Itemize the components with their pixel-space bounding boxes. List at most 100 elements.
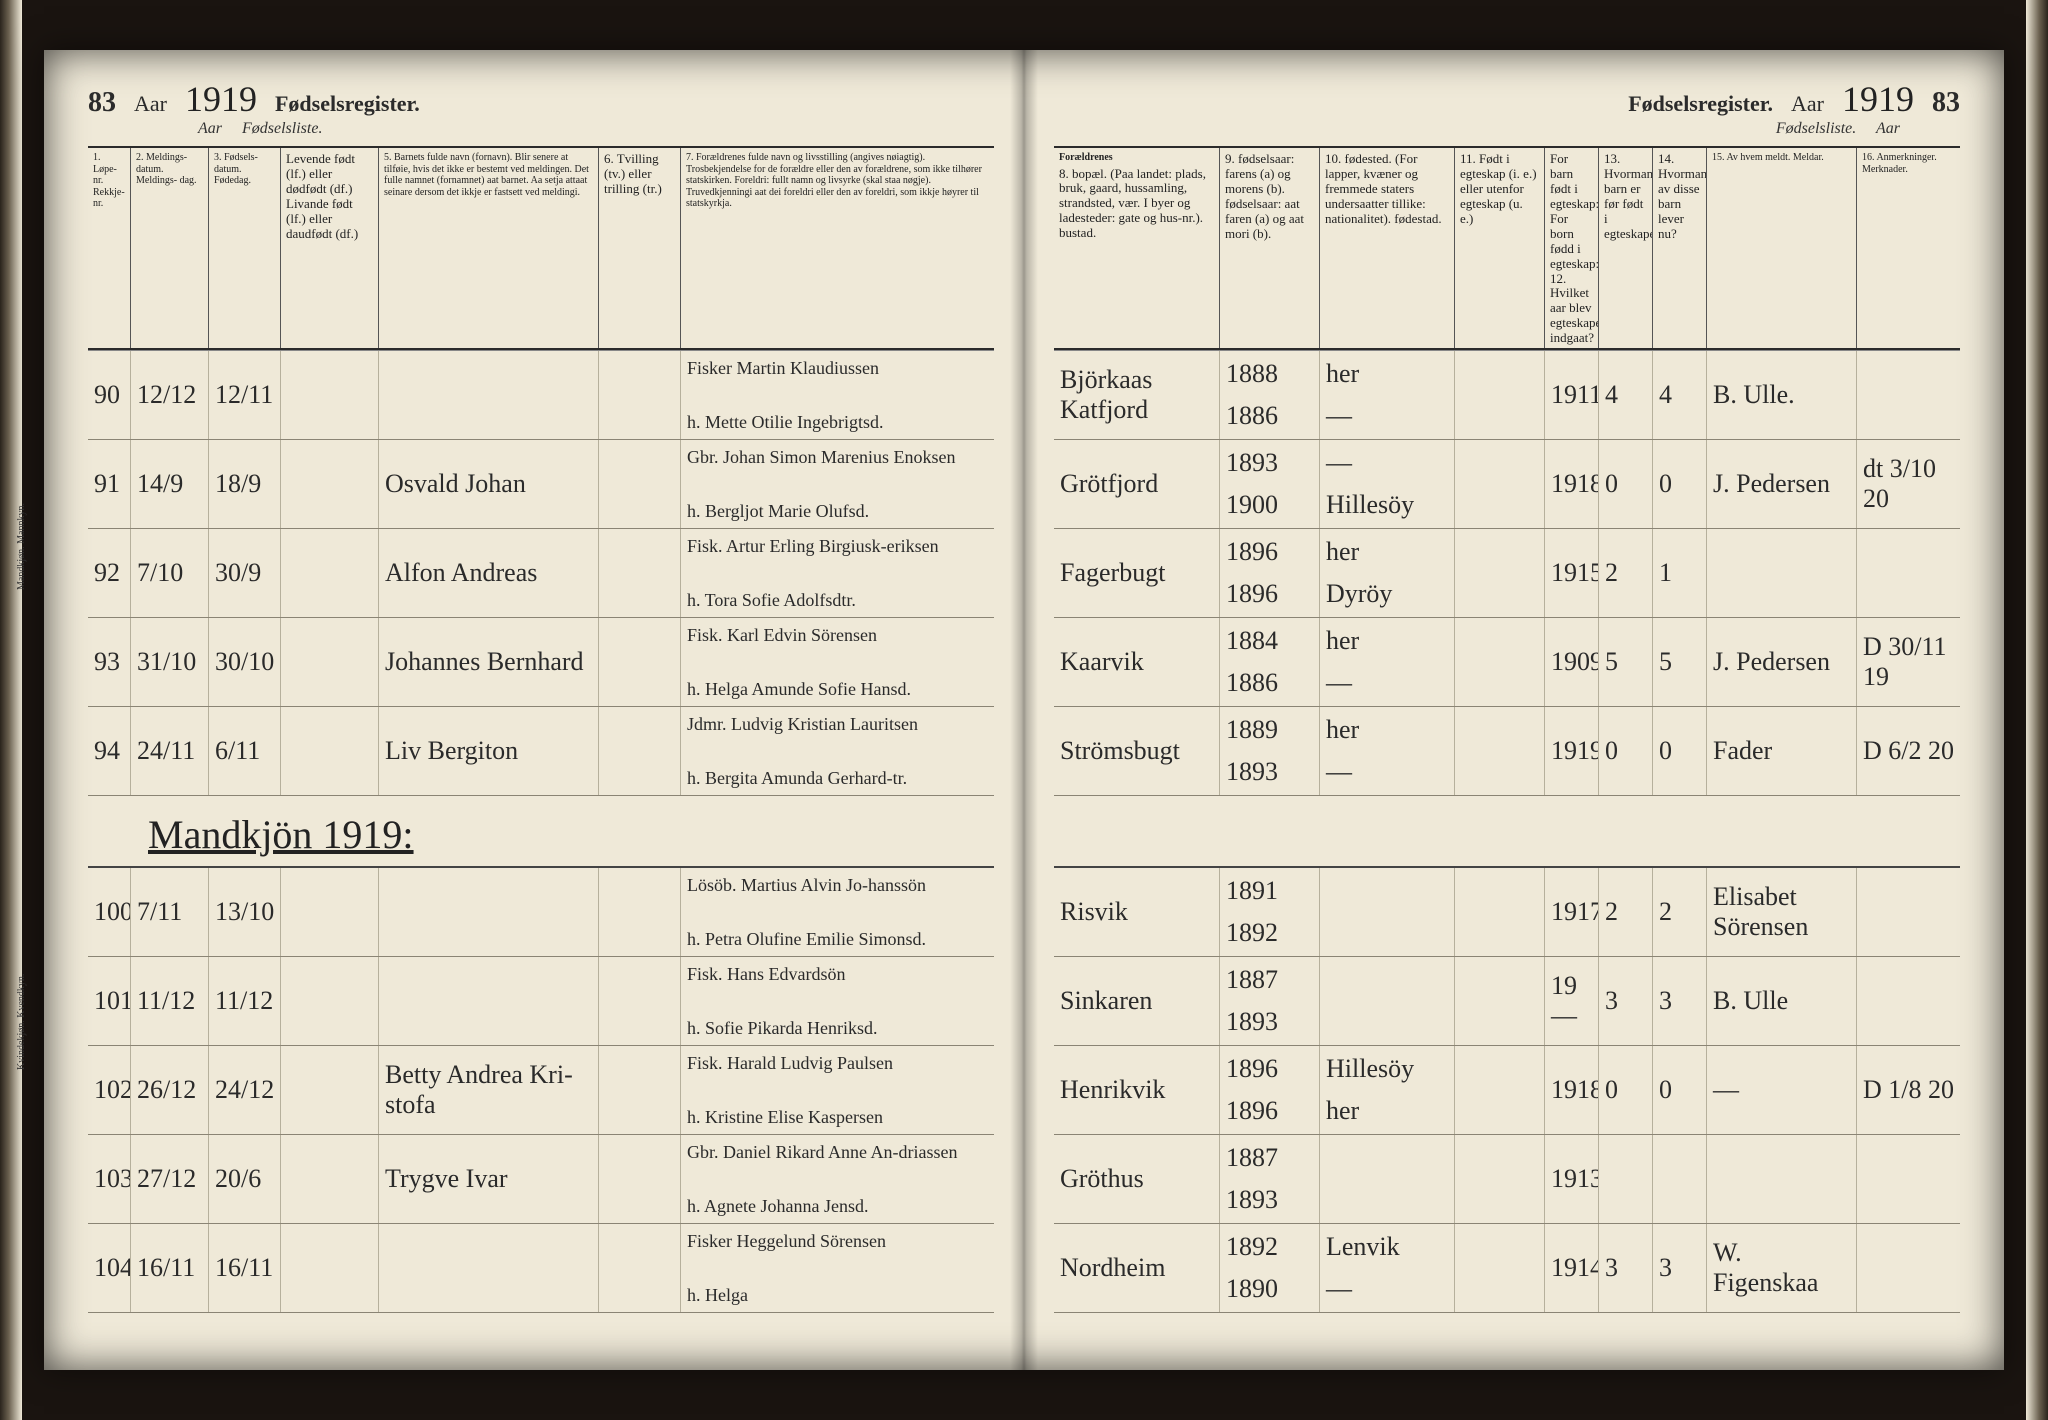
cell-bl	[1652, 1135, 1706, 1223]
cell-nr: 103	[88, 1135, 130, 1223]
cell-meld: 11/12	[130, 957, 208, 1045]
col-15: 15. Av hvem meldt. Meldar.	[1706, 148, 1856, 348]
table-row: 93 31/10 30/10 Johannes Bernhard Fisk. K…	[88, 618, 994, 707]
cell-bf: 0	[1598, 1046, 1652, 1134]
cell-fsted: Lenvik—	[1319, 1224, 1454, 1312]
cell-nr: 102	[88, 1046, 130, 1134]
cell-eaar: 1918	[1544, 1046, 1598, 1134]
table-row: 104 16/11 16/11 Fisker Heggelund Sörense…	[88, 1224, 994, 1313]
side-label-kvindekjon: Kvindekjøn. Kvendkyn.	[16, 950, 27, 1070]
page-number: 83	[1932, 87, 1960, 119]
table-row: 94 24/11 6/11 Liv Bergiton Jdmr. Ludvig …	[88, 707, 994, 796]
cell-lf	[280, 957, 378, 1045]
cell-fod: 11/12	[208, 957, 280, 1045]
page-edge	[0, 0, 22, 1420]
cell-egt	[1454, 618, 1544, 706]
cell-nr: 94	[88, 707, 130, 795]
cell-aar: 18841886	[1219, 618, 1319, 706]
cell-bf	[1598, 1135, 1652, 1223]
section-title: Mandkjön 1919:	[148, 811, 414, 866]
cell-meld: 16/11	[130, 1224, 208, 1312]
cell-foreldre: Fisker Heggelund Sörensen h. Helga	[680, 1224, 994, 1312]
cell-meld: 31/10	[130, 618, 208, 706]
cell-egt	[1454, 1135, 1544, 1223]
cell-navn	[378, 957, 598, 1045]
cell-tv	[598, 1224, 680, 1312]
cell-fod: 20/6	[208, 1135, 280, 1223]
table-row: Kaarvik 18841886 her— 1909 5 5 J. Peders…	[1054, 618, 1960, 707]
cell-navn: Liv Bergiton	[378, 707, 598, 795]
cell-nr: 100	[88, 868, 130, 956]
cell-meld: 12/12	[130, 351, 208, 439]
cell-bopel: Grötfjord	[1054, 440, 1219, 528]
cell-meldt: J. Pedersen	[1706, 618, 1856, 706]
table-row: Grötfjord 18931900 —Hillesöy 1918 0 0 J.…	[1054, 440, 1960, 529]
cell-bl: 3	[1652, 1224, 1706, 1312]
cell-meld: 24/11	[130, 707, 208, 795]
page-edge	[2026, 0, 2048, 1420]
cell-bf: 3	[1598, 1224, 1652, 1312]
cell-foreldre: Fisk. Harald Ludvig Paulsen h. Kristine …	[680, 1046, 994, 1134]
right-body: Björkaas Katfjord 18881886 her— 1911 4 4…	[1054, 350, 1960, 1313]
year: 1919	[1842, 78, 1914, 120]
table-row: 91 14/9 18/9 Osvald Johan Gbr. Johan Sim…	[88, 440, 994, 529]
cell-tv	[598, 618, 680, 706]
header-right: Fødselsregister. Aar 1919 83	[1054, 78, 1960, 120]
cell-anm	[1856, 957, 1960, 1045]
cell-navn: Betty Andrea Kri-stofa	[378, 1046, 598, 1134]
cell-eaar: 1919	[1544, 707, 1598, 795]
cell-navn: Alfon Andreas	[378, 529, 598, 617]
cell-meld: 26/12	[130, 1046, 208, 1134]
cell-bf: 2	[1598, 529, 1652, 617]
col-10: 10. fødested. (For lapper, kvæner og fre…	[1319, 148, 1454, 348]
cell-tv	[598, 529, 680, 617]
cell-fsted: her—	[1319, 351, 1454, 439]
cell-fod: 30/9	[208, 529, 280, 617]
col-4: Levende født (lf.) eller dødfødt (df.) L…	[280, 148, 378, 348]
cell-fod: 6/11	[208, 707, 280, 795]
cell-eaar: 1915	[1544, 529, 1598, 617]
cell-bopel: Strömsbugt	[1054, 707, 1219, 795]
header-left: 83 Aar 1919 Fødselsregister.	[88, 78, 994, 120]
col-13: 13. Hvormange barn er før født i egteska…	[1598, 148, 1652, 348]
col-3: 3. Fødsels- datum. Fødedag.	[208, 148, 280, 348]
table-row: 90 12/12 12/11 Fisker Martin Klaudiussen…	[88, 351, 994, 440]
table-row: Nordheim 18921890 Lenvik— 1914 3 3 W. Fi…	[1054, 1224, 1960, 1313]
cell-anm: D 6/2 20	[1856, 707, 1960, 795]
cell-bl: 2	[1652, 868, 1706, 956]
col-2: 2. Meldings- datum. Meldings- dag.	[130, 148, 208, 348]
cell-fod: 12/11	[208, 351, 280, 439]
cell-navn	[378, 351, 598, 439]
cell-nr: 91	[88, 440, 130, 528]
cell-fod: 30/10	[208, 618, 280, 706]
cell-navn	[378, 868, 598, 956]
cell-tv	[598, 1046, 680, 1134]
table-row: Risvik 18911892 1917 2 2 Elisabet Sörens…	[1054, 868, 1960, 957]
cell-anm	[1856, 351, 1960, 439]
cell-egt	[1454, 868, 1544, 956]
cell-bf: 5	[1598, 618, 1652, 706]
cell-bopel: Gröthus	[1054, 1135, 1219, 1223]
book-spread: 83 Aar 1919 Fødselsregister. Aar Fødsels…	[0, 0, 2048, 1420]
table-row: Sinkaren 18871893 19— 3 3 B. Ulle	[1054, 957, 1960, 1046]
cell-eaar: 1914	[1544, 1224, 1598, 1312]
section-divider: Mandkjön 1919:	[88, 796, 994, 868]
cell-fsted: her—	[1319, 707, 1454, 795]
year-label: Aar	[134, 91, 167, 117]
cell-meldt: J. Pedersen	[1706, 440, 1856, 528]
cell-meldt: B. Ulle.	[1706, 351, 1856, 439]
col-5: 5. Barnets fulde navn (fornavn). Blir se…	[378, 148, 598, 348]
cell-bopel: Kaarvik	[1054, 618, 1219, 706]
cell-tv	[598, 868, 680, 956]
cell-eaar: 1917	[1544, 868, 1598, 956]
section-divider	[1054, 796, 1960, 868]
cell-bl: 4	[1652, 351, 1706, 439]
page-number: 83	[88, 87, 116, 119]
cell-navn	[378, 1224, 598, 1312]
cell-lf	[280, 707, 378, 795]
cell-fod: 24/12	[208, 1046, 280, 1134]
cell-bf: 0	[1598, 707, 1652, 795]
cell-tv	[598, 707, 680, 795]
cell-fsted: —Hillesöy	[1319, 440, 1454, 528]
cell-meldt	[1706, 1135, 1856, 1223]
